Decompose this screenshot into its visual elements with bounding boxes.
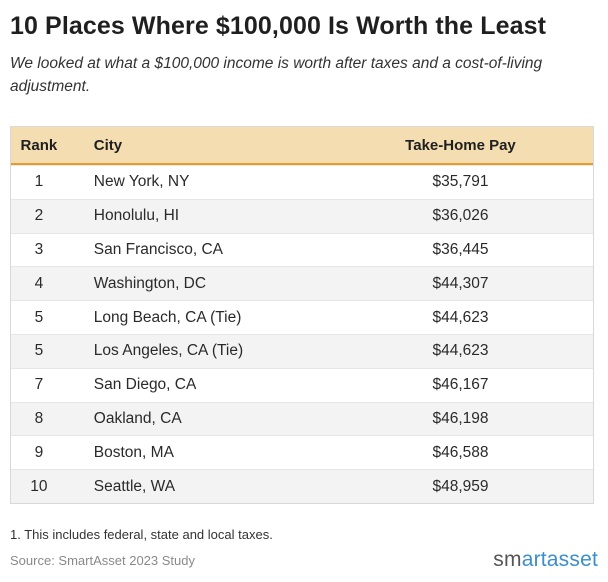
rank-cell: 3 (34, 240, 44, 258)
table-row: 8 Oakland, CA $46,198 (11, 401, 593, 436)
rank-cell: 5 (34, 342, 44, 360)
logo-prefix: sm (493, 548, 522, 571)
rank-cell: 7 (34, 376, 44, 394)
city-cell: San Diego, CA (93, 376, 197, 394)
subtitle: We looked at what a $100,000 income is w… (10, 55, 543, 95)
header-rank: Rank (20, 136, 58, 154)
table-row: 5 Los Angeles, CA (Tie) $44,623 (11, 333, 593, 368)
header-city: City (93, 136, 123, 154)
city-cell: San Francisco, CA (93, 240, 224, 258)
rank-cell: 8 (34, 409, 44, 427)
header-take-home-pay: Take-Home Pay (405, 136, 516, 154)
pay-cell: $44,307 (432, 274, 489, 292)
city-cell: Long Beach, CA (Tie) (93, 308, 242, 326)
table-row: 1 New York, NY $35,791 (11, 165, 593, 199)
table-row: 2 Honolulu, HI $36,026 (11, 198, 593, 233)
logo-accent: artasset (521, 548, 598, 571)
pay-cell: $36,445 (432, 240, 489, 258)
source-note: Source: SmartAsset 2023 Study (10, 553, 195, 568)
pay-cell: $44,623 (432, 308, 489, 326)
table-row: 3 San Francisco, CA $36,445 (11, 232, 593, 267)
pay-cell: $35,791 (432, 173, 489, 191)
rank-cell: 4 (34, 274, 44, 292)
pay-cell: $46,167 (432, 376, 489, 394)
table-row: 10 Seattle, WA $48,959 (11, 469, 593, 503)
table-row: 4 Washington, DC $44,307 (11, 266, 593, 301)
table-header: Rank City Take-Home Pay (11, 127, 593, 165)
pay-cell: $46,588 (432, 443, 489, 461)
footnote: 1. This includes federal, state and loca… (10, 527, 273, 542)
pay-cell: $44,623 (432, 342, 489, 360)
rank-cell: 9 (34, 443, 44, 461)
city-cell: Los Angeles, CA (Tie) (93, 342, 244, 360)
rank-cell: 1 (34, 173, 44, 191)
rank-cell: 10 (30, 477, 48, 495)
city-cell: Oakland, CA (93, 409, 182, 427)
rankings-table: Rank City Take-Home Pay 1 New York, NY $… (10, 126, 594, 504)
table-row: 9 Boston, MA $46,588 (11, 435, 593, 469)
pay-cell: $48,959 (432, 477, 489, 495)
page-title: 10 Places Where $100,000 Is Worth the Le… (10, 12, 547, 40)
rank-cell: 5 (34, 308, 44, 326)
table-row: 7 San Diego, CA $46,167 (11, 367, 593, 402)
pay-cell: $46,198 (432, 409, 489, 427)
pay-cell: $36,026 (432, 207, 489, 225)
smartasset-logo: smartasset (493, 548, 598, 572)
city-cell: Boston, MA (93, 443, 174, 461)
city-cell: New York, NY (93, 173, 190, 191)
table-row: 5 Long Beach, CA (Tie) $44,623 (11, 300, 593, 334)
rank-cell: 2 (34, 207, 44, 225)
city-cell: Seattle, WA (93, 477, 176, 495)
city-cell: Honolulu, HI (93, 207, 180, 225)
city-cell: Washington, DC (93, 274, 207, 292)
